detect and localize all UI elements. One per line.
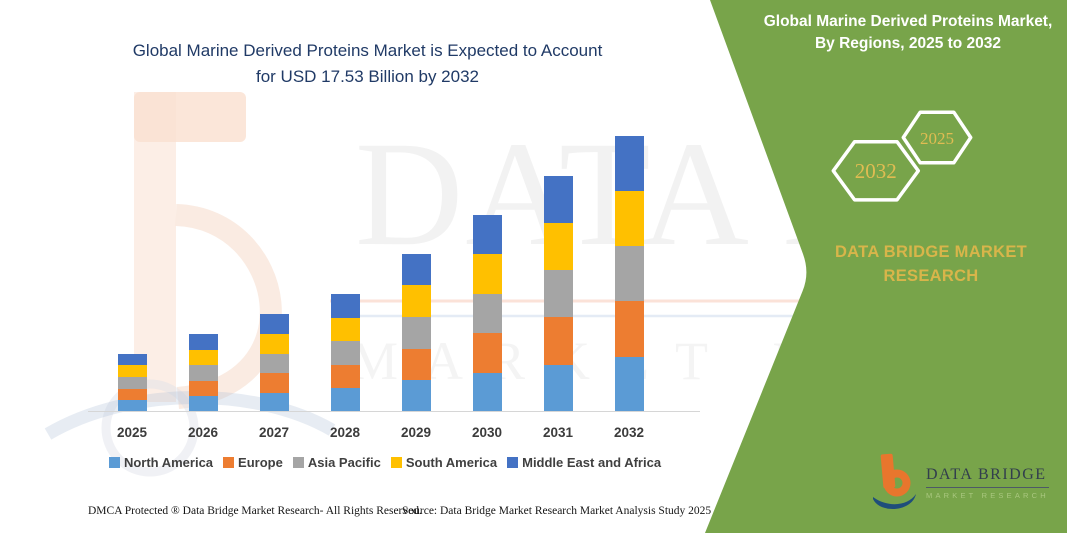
watermark-circle <box>101 379 199 477</box>
x-axis-line <box>88 411 700 413</box>
stacked-bar-2028 <box>330 294 360 412</box>
bar-segment-2028-asia-pacific <box>330 341 360 365</box>
bar-segment-2029-asia-pacific <box>401 316 431 349</box>
bar-segment-2030-north-america <box>472 372 502 412</box>
bar-segment-2029-north-america <box>401 380 431 412</box>
bar-segment-2027-south-america <box>259 334 289 354</box>
legend-label: North America <box>123 455 214 470</box>
x-axis-label-2032: 2032 <box>613 425 645 440</box>
bar-segment-2025-asia-pacific <box>117 376 147 389</box>
watermark-b-bowl <box>175 204 282 409</box>
bar-segment-2031-north-america <box>543 364 573 412</box>
bar-segment-2031-europe <box>543 317 573 365</box>
chart-title-line2: for USD 17.53 Billion by 2032 <box>255 66 480 86</box>
bar-segment-2032-asia-pacific <box>614 246 644 302</box>
chart-title-line1: Global Marine Derived Proteins Market is… <box>132 41 603 60</box>
stacked-bar-2027 <box>259 314 289 412</box>
bar-segment-2032-middle-east-and-africa <box>614 135 644 191</box>
legend-swatch-icon <box>108 457 120 468</box>
bar-segment-2027-north-america <box>259 392 289 412</box>
bar-segment-2026-asia-pacific <box>188 365 218 381</box>
bar-segment-2028-europe <box>330 364 360 389</box>
bar-segment-2026-middle-east-and-africa <box>188 334 218 350</box>
legend-swatch-icon <box>292 457 304 468</box>
bar-segment-2028-south-america <box>330 317 360 342</box>
bar-segment-2029-middle-east-and-africa <box>401 253 431 286</box>
hexagon-2025-label: 2025 <box>920 129 954 148</box>
right-panel-title: Global Marine Derived Proteins Market, B… <box>763 13 1053 52</box>
bar-segment-2025-europe <box>117 388 147 401</box>
stacked-bar-2031 <box>543 175 573 412</box>
bar-segment-2027-europe <box>259 373 289 393</box>
stacked-bar-2030 <box>472 215 502 412</box>
data-bridge-logo: DATA BRIDGE MARKET RESEARCH <box>870 452 1049 514</box>
bar-segment-2025-north-america <box>117 400 147 412</box>
x-axis-label-2025: 2025 <box>116 425 148 440</box>
bar-segment-2030-asia-pacific <box>472 293 502 334</box>
bar-segment-2032-south-america <box>614 190 644 247</box>
legend-item-europe: Europe <box>223 455 283 470</box>
bar-segment-2025-middle-east-and-africa <box>117 353 147 366</box>
legend-swatch-icon <box>390 457 402 468</box>
bar-segment-2029-europe <box>401 348 431 381</box>
bar-segment-2027-middle-east-and-africa <box>259 314 289 334</box>
stacked-bar-2025 <box>117 353 147 412</box>
bar-segment-2026-north-america <box>188 396 218 412</box>
chart-legend: North America Europe Asia Pacific South Ame… <box>85 455 685 470</box>
legend-swatch-icon <box>507 457 519 468</box>
green-panel-shape <box>705 0 1067 533</box>
x-axis-label-2031: 2031 <box>542 425 574 440</box>
legend-label: Asia Pacific <box>307 455 381 470</box>
bar-segment-2028-middle-east-and-africa <box>330 294 360 318</box>
bar-segment-2031-middle-east-and-africa <box>543 175 573 223</box>
stacked-bar-2026 <box>188 334 218 412</box>
bar-segment-2026-south-america <box>188 349 218 366</box>
bar-segment-2030-europe <box>472 333 502 373</box>
logo-name: DATA BRIDGE <box>926 466 1049 488</box>
bar-segment-2029-south-america <box>401 285 431 317</box>
bar-segment-2028-north-america <box>330 388 360 412</box>
legend-item-asia-pacific: Asia Pacific <box>292 455 381 470</box>
logo-subtitle: MARKET RESEARCH <box>926 491 1049 500</box>
legend-label: Middle East and Africa <box>522 455 662 470</box>
stacked-bar-2029 <box>401 253 431 412</box>
logo-text-column: DATA BRIDGE MARKET RESEARCH <box>926 466 1049 500</box>
chart-title: Global Marine Derived Proteins Market is… <box>95 38 640 89</box>
bar-segment-2031-asia-pacific <box>543 270 573 318</box>
x-axis-label-2026: 2026 <box>187 425 219 440</box>
legend-item-south-america: South America <box>390 455 498 470</box>
legend-swatch-icon <box>223 457 235 468</box>
watermark-b-stem <box>134 92 176 402</box>
legend-label: Europe <box>238 455 283 470</box>
x-axis-label-2029: 2029 <box>400 425 432 440</box>
bar-segment-2031-south-america <box>543 222 573 271</box>
x-axis-label-2028: 2028 <box>329 425 361 440</box>
data-bridge-logo-icon <box>873 453 916 510</box>
hexagon-2032-outline <box>831 139 921 202</box>
stacked-bar-2032 <box>614 135 644 412</box>
bar-segment-2030-south-america <box>472 254 502 294</box>
brand-heading: DATA BRIDGE MARKET RESEARCH <box>834 243 1028 285</box>
source-note: Source: Data Bridge Market Research Mark… <box>402 505 712 517</box>
bar-segment-2032-north-america <box>614 356 644 412</box>
hexagon-2025-outline <box>901 110 973 165</box>
bar-segment-2032-europe <box>614 301 644 357</box>
legend-label: South America <box>405 455 498 470</box>
x-axis-label-2027: 2027 <box>258 425 290 440</box>
legend-item-middle-east-and-africa: Middle East and Africa <box>507 455 661 470</box>
legend-item-north-america: North America <box>108 455 214 470</box>
bar-segment-2025-south-america <box>117 365 147 377</box>
hexagon-2032-label: 2032 <box>855 159 897 183</box>
dmca-notice: DMCA Protected ® Data Bridge Market Rese… <box>88 505 422 517</box>
bar-segment-2030-middle-east-and-africa <box>472 215 502 255</box>
x-axis-label-2030: 2030 <box>471 425 503 440</box>
bar-segment-2026-europe <box>188 380 218 397</box>
bar-segment-2027-asia-pacific <box>259 353 289 373</box>
